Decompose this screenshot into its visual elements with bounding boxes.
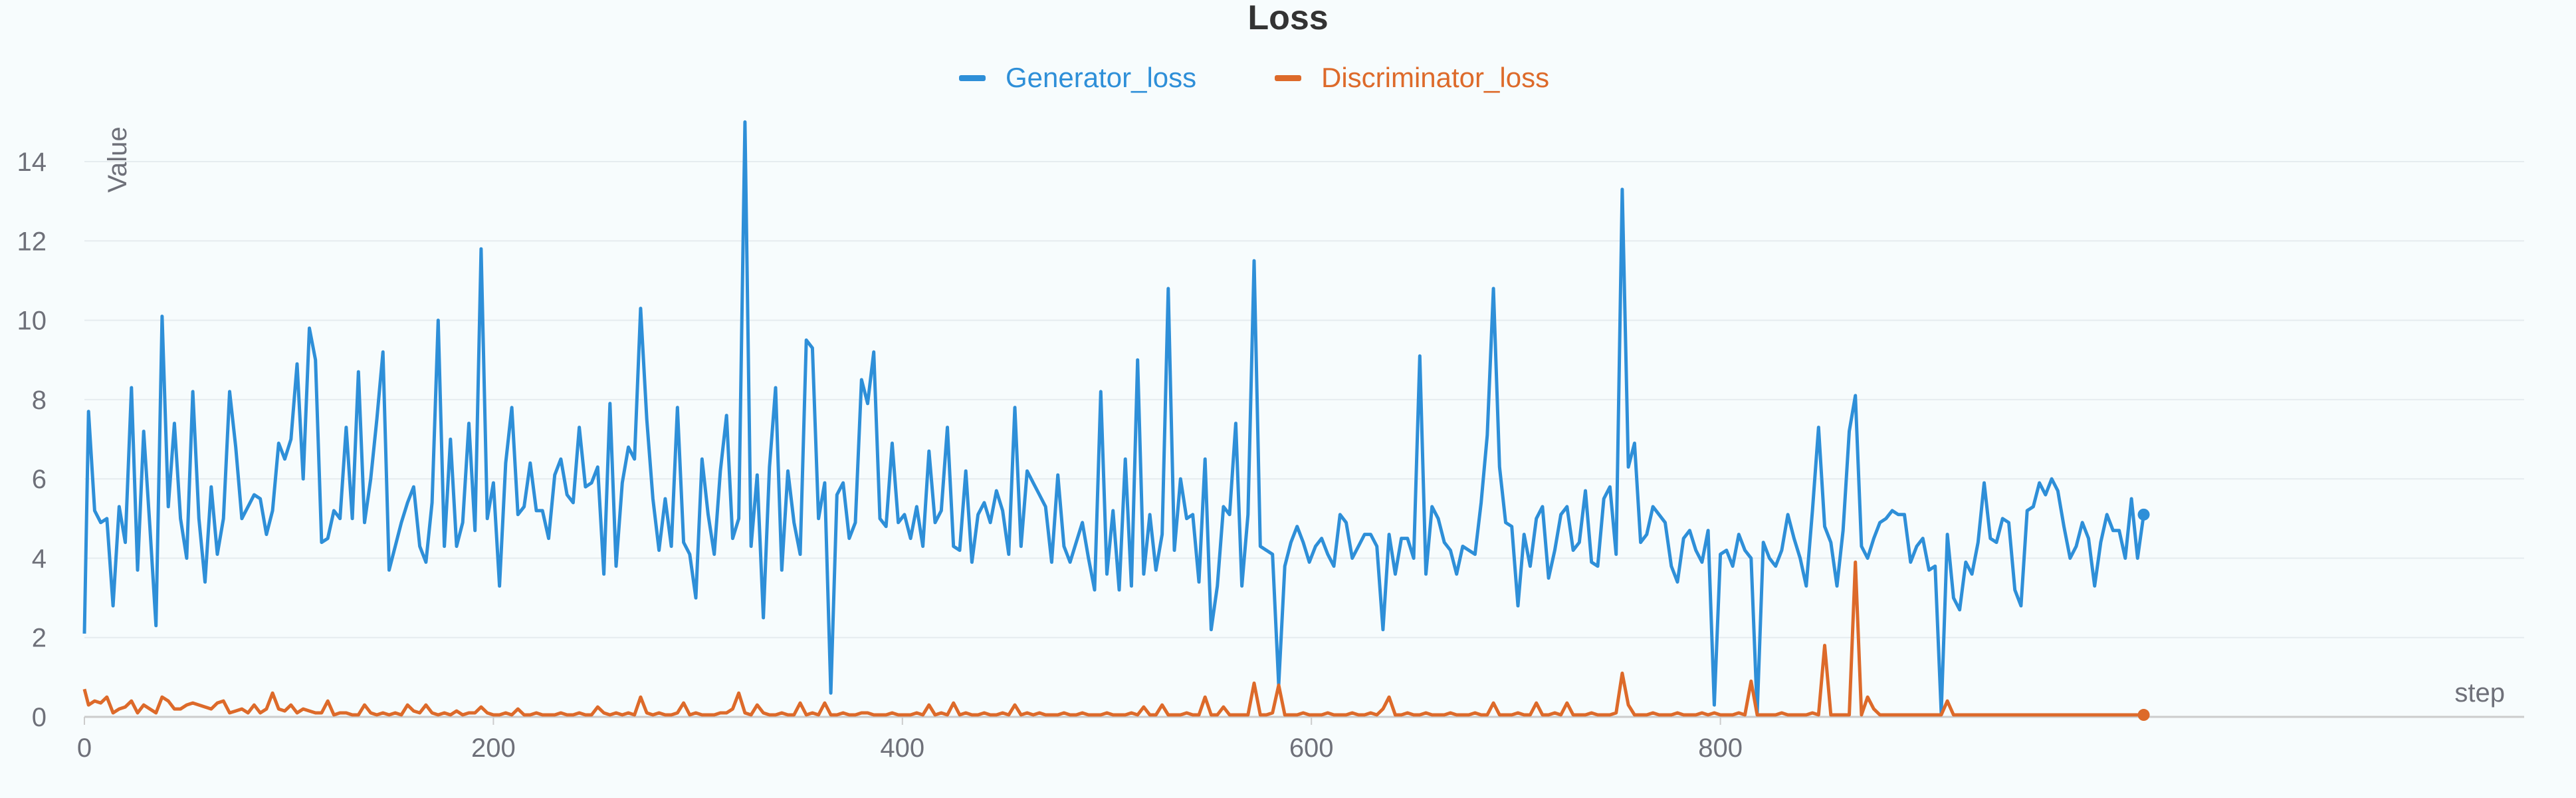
series-line-generator — [82, 120, 2145, 715]
x-tick-label: 0 — [77, 733, 92, 763]
series-end-point-discriminator[interactable] — [2137, 709, 2150, 722]
y-tick-label: 4 — [32, 544, 47, 573]
grid — [84, 161, 2524, 718]
x-tick-label: 200 — [471, 733, 516, 763]
x-tick-label: 600 — [1289, 733, 1334, 763]
y-tick-label: 10 — [17, 307, 47, 336]
legend-item-generator[interactable]: Generator_loss — [959, 62, 1196, 93]
x-axis-name: step — [2454, 678, 2505, 708]
chart-title: Loss — [1247, 0, 1328, 37]
legend[interactable]: Generator_loss Discriminator_loss — [959, 62, 1549, 93]
x-tick-label: 800 — [1698, 733, 1743, 763]
series-end-point-generator[interactable] — [2137, 508, 2150, 521]
y-tick-label: 12 — [17, 227, 47, 256]
y-tick-label: 14 — [17, 148, 47, 177]
legend-swatch-generator — [959, 75, 986, 81]
y-tick-label: 2 — [32, 624, 47, 653]
y-tick-label: 0 — [32, 703, 47, 732]
x-tick-label: 400 — [880, 733, 924, 763]
series-line-discriminator — [82, 560, 2144, 717]
y-axis-ticks: 0 2 4 6 8 10 12 14 — [17, 148, 47, 732]
y-tick-label: 8 — [32, 386, 47, 415]
legend-swatch-discriminator — [1275, 75, 1301, 81]
legend-label-generator: Generator_loss — [1006, 62, 1196, 93]
y-axis-name: Value — [103, 126, 132, 192]
legend-item-discriminator[interactable]: Discriminator_loss — [1275, 62, 1549, 93]
y-tick-label: 6 — [32, 465, 47, 494]
legend-label-discriminator: Discriminator_loss — [1321, 62, 1549, 93]
x-axis-ticks: 0 200 400 600 800 — [77, 717, 1743, 763]
series-lines — [82, 120, 2150, 722]
